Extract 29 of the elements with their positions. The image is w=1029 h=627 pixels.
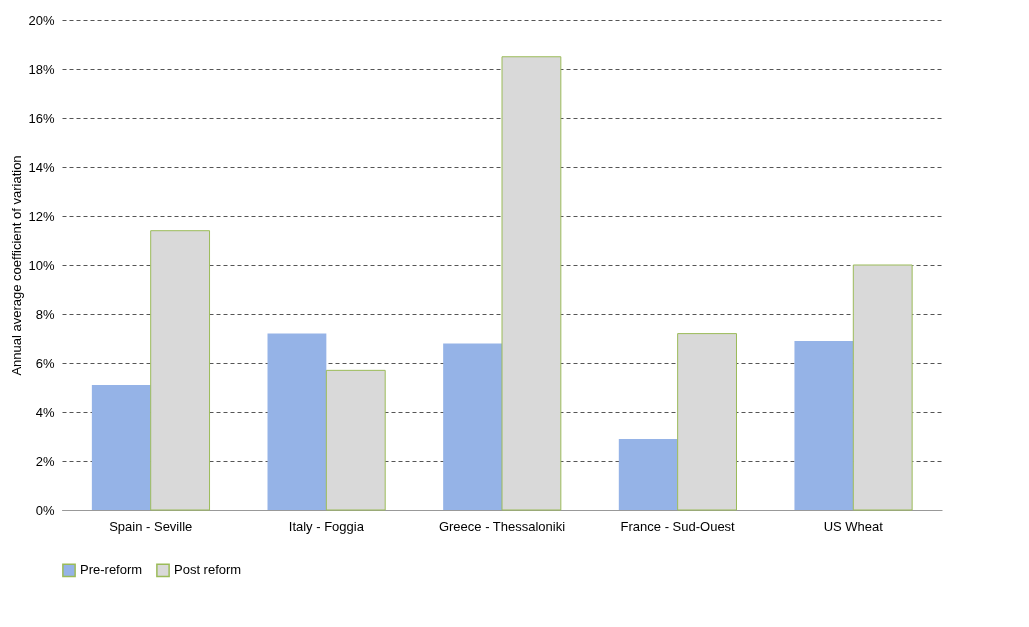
y-axis-title: Annual average coefficient of variation <box>9 155 25 376</box>
x-tick-label: Italy - Foggia <box>288 518 365 534</box>
y-tick-label: 12% <box>28 208 55 224</box>
y-tick-label: 6% <box>35 355 55 371</box>
bar <box>618 438 678 510</box>
y-tick-label: 18% <box>28 61 55 77</box>
legend-label: Post reform <box>174 562 242 578</box>
bar <box>267 333 327 510</box>
y-tick-label: 8% <box>35 306 55 322</box>
x-tick-label: France - Sud-Ouest <box>620 518 736 534</box>
bar <box>794 340 854 510</box>
x-tick-label: Spain - Seville <box>109 518 193 534</box>
y-tick-label: 4% <box>35 404 55 420</box>
bar <box>443 343 502 510</box>
bar <box>852 264 913 511</box>
bar <box>91 385 151 510</box>
y-tick-label: 14% <box>28 159 55 175</box>
y-tick-label: 2% <box>35 453 55 469</box>
y-tick-label: 16% <box>28 110 55 126</box>
y-tick-label: 0% <box>35 502 55 518</box>
x-tick-label: Greece - Thessaloniki <box>438 518 566 534</box>
y-tick-label: 20% <box>28 12 55 28</box>
legend-label: Pre-reform <box>80 562 143 578</box>
bar <box>325 369 386 511</box>
y-tick-label: 10% <box>28 257 55 273</box>
x-tick-label: US Wheat <box>823 518 884 534</box>
bar <box>677 333 737 511</box>
bar <box>501 56 562 511</box>
bar <box>150 230 211 511</box>
